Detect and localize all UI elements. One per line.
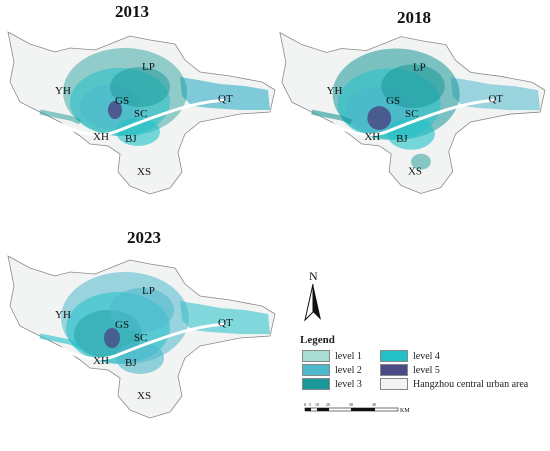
legend-item-level-2: level 2 xyxy=(302,364,362,376)
label-xs: XS xyxy=(137,390,151,402)
label-lp: LP xyxy=(413,61,426,73)
legend-swatch xyxy=(380,350,408,362)
label-bj: BJ xyxy=(125,133,137,145)
legend-swatch xyxy=(302,350,330,362)
label-lp: LP xyxy=(142,61,155,73)
label-xs: XS xyxy=(137,166,151,178)
scale-tick: 40 xyxy=(372,402,376,407)
scale-tick: 0 xyxy=(304,402,306,407)
map-2023-svg: YH LP GS SC QT XH BJ XS xyxy=(7,255,276,419)
label-lp: LP xyxy=(142,285,155,297)
label-gs: GS xyxy=(115,319,129,331)
legend-title: Legend xyxy=(300,334,335,346)
label-gs: GS xyxy=(115,95,129,107)
scale-tick: 30 xyxy=(349,402,353,407)
label-qt: QT xyxy=(218,93,233,105)
legend-swatch xyxy=(380,364,408,376)
map-title-2013: 2013 xyxy=(115,2,149,21)
label-sc: SC xyxy=(134,108,147,120)
legend-item-level-1: level 1 xyxy=(302,350,362,362)
map-2013: YH LP GS SC QT XH BJ XS xyxy=(0,22,280,222)
legend-item-level-3: level 3 xyxy=(302,378,362,390)
label-xh: XH xyxy=(93,131,109,143)
legend-item-level-4: level 4 xyxy=(380,350,440,362)
label-bj: BJ xyxy=(396,133,408,145)
north-arrow: N xyxy=(300,268,326,324)
legend-swatch xyxy=(380,378,408,390)
legend-swatch xyxy=(302,364,330,376)
scale-tick: 10 xyxy=(315,402,319,407)
map-2013-svg: YH LP GS SC QT XH BJ XS xyxy=(7,31,276,195)
scale-tick: 5 xyxy=(309,402,311,407)
label-xh: XH xyxy=(364,131,380,143)
legend: Legend level 1 level 4 level 2 level 5 l… xyxy=(300,334,545,414)
legend-swatch xyxy=(302,378,330,390)
map-2018-svg: YH LP GS SC QT XH BJ XS xyxy=(279,31,546,194)
label-yh: YH xyxy=(55,85,71,97)
scale-tick: 20 xyxy=(326,402,330,407)
label-yh: YH xyxy=(327,85,343,97)
scale-unit: KM xyxy=(400,408,410,414)
label-qt: QT xyxy=(488,93,503,105)
legend-item-level-5: level 5 xyxy=(380,364,440,376)
scale-bar: 0 5 10 20 30 40 KM xyxy=(303,401,423,421)
label-xs: XS xyxy=(408,166,422,178)
legend-item-urban-area: Hangzhou central urban area xyxy=(380,378,528,390)
label-bj: BJ xyxy=(125,357,137,369)
map-2023: YH LP GS SC QT XH BJ XS xyxy=(0,246,280,446)
label-sc: SC xyxy=(405,108,418,120)
map-2018: YH LP GS SC QT XH BJ XS xyxy=(272,22,550,222)
label-xh: XH xyxy=(93,355,109,367)
north-label: N xyxy=(309,269,318,283)
label-qt: QT xyxy=(218,317,233,329)
map-title-2018: 2018 xyxy=(397,8,431,27)
map-title-2023: 2023 xyxy=(127,228,161,247)
label-sc: SC xyxy=(134,332,147,344)
label-yh: YH xyxy=(55,309,71,321)
label-gs: GS xyxy=(386,95,400,107)
